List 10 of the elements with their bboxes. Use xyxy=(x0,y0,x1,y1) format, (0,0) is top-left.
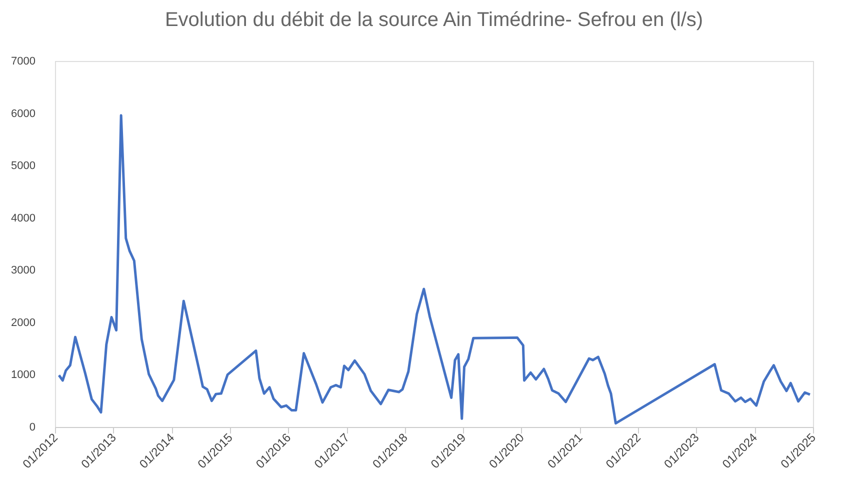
line-series xyxy=(58,114,812,425)
y-tick-label: 6000 xyxy=(11,108,36,120)
chart-title: Evolution du débit de la source Ain Timédrine- Sefrou en (l/s) xyxy=(164,9,704,31)
y-tick-label: 4000 xyxy=(11,212,36,224)
y-tick-label: 5000 xyxy=(11,160,36,172)
y-tick-label: 1000 xyxy=(11,369,36,382)
y-tick-label: 2000 xyxy=(11,316,36,329)
y-tick-label: 0 xyxy=(29,422,36,434)
y-tick-label: 3000 xyxy=(11,264,36,277)
y-tick-label: 7000 xyxy=(11,56,36,68)
